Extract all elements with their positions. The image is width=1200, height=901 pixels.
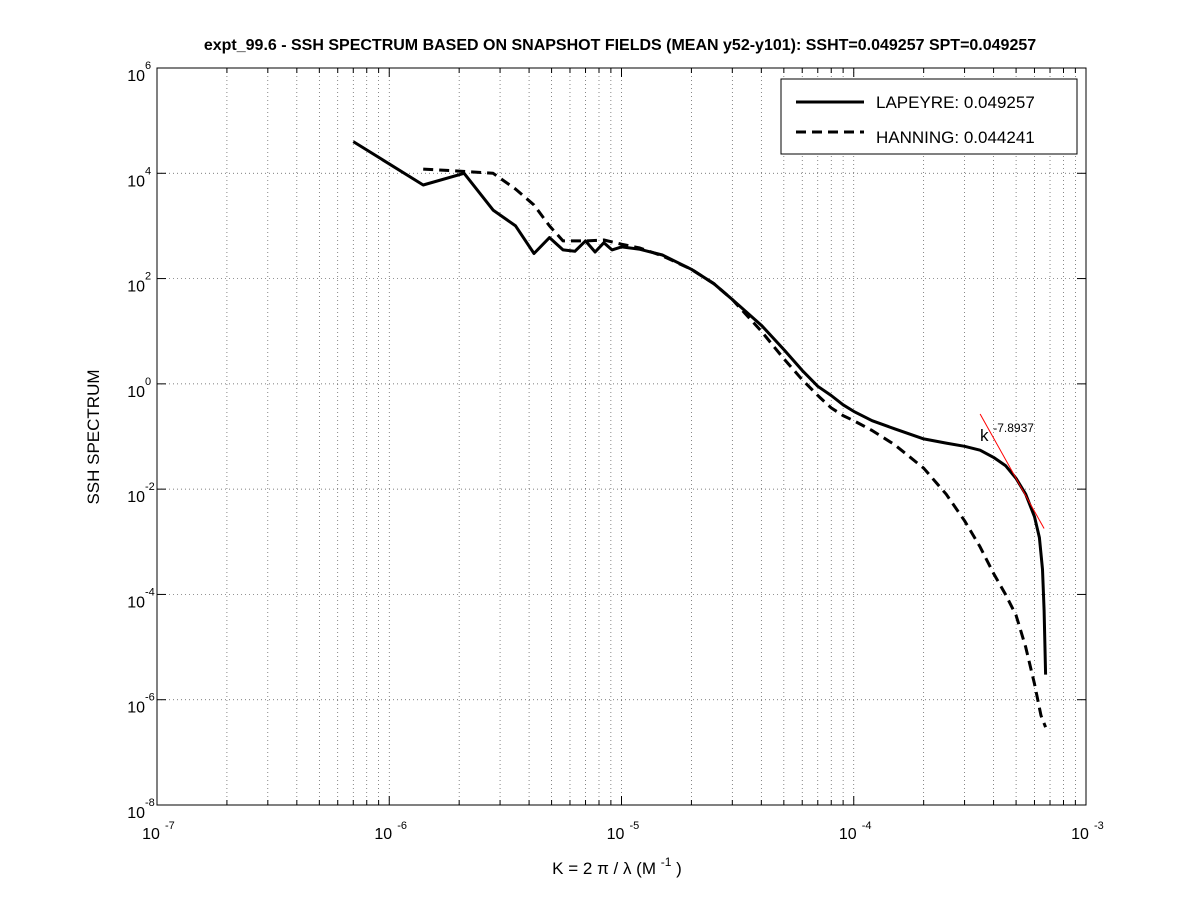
y-tick-label: 10 <box>127 489 145 506</box>
y-axis-label: SSH SPECTRUM <box>84 369 103 504</box>
x-axis-label-suffix: ) <box>676 859 682 878</box>
series-line-lapeyre <box>352 140 1048 675</box>
minor-ticks <box>226 68 1076 805</box>
y-tick-label-exponent: 6 <box>145 60 151 72</box>
y-tick-label-exponent: -8 <box>145 797 155 809</box>
x-axis-ticks: 10 -7 10 -6 10 -5 10 -4 10 -3 <box>142 68 1104 843</box>
fit-annotation-exponent: -7.8937 <box>993 421 1034 435</box>
x-tick-label-exponent: -3 <box>1094 820 1104 832</box>
y-tick-label: 10 <box>127 173 145 190</box>
x-tick-label: 10 <box>839 826 857 843</box>
y-tick-label-exponent: -4 <box>145 586 155 598</box>
y-tick-label: 10 <box>127 384 145 401</box>
series-layer <box>352 140 1048 728</box>
y-tick-label-exponent: -6 <box>145 692 155 704</box>
legend-box <box>780 78 1078 155</box>
y-tick-label-exponent: 0 <box>145 376 151 388</box>
x-tick-label: 10 <box>1071 826 1089 843</box>
x-tick-label: 10 <box>142 826 160 843</box>
fit-line-red <box>979 413 1045 529</box>
x-tick-label-exponent: -4 <box>862 820 872 832</box>
y-tick-label-exponent: 2 <box>145 271 151 283</box>
series-line-hanning <box>423 167 1047 728</box>
x-tick-label: 10 <box>374 826 392 843</box>
legend-label-hanning: HANNING: 0.044241 <box>876 128 1035 147</box>
x-tick-label: 10 <box>607 826 625 843</box>
fit-annotation: k -7.8937 <box>980 421 1034 445</box>
x-axis-label-exponent: -1 <box>661 855 672 869</box>
x-tick-label-exponent: -7 <box>165 820 175 832</box>
y-tick-label: 10 <box>127 594 145 611</box>
legend-label-lapeyre: LAPEYRE: 0.049257 <box>876 93 1035 112</box>
fit-line-layer <box>979 413 1045 529</box>
fit-annotation-base: k <box>980 426 989 445</box>
x-axis-label-prefix: K = 2 π / λ (M <box>552 859 656 878</box>
y-tick-label: 10 <box>127 805 145 822</box>
y-tick-label: 10 <box>127 700 145 717</box>
chart-title: expt_99.6 - SSH SPECTRUM BASED ON SNAPSH… <box>204 37 1036 54</box>
y-tick-label: 10 <box>127 68 145 85</box>
y-tick-label: 10 <box>127 279 145 296</box>
y-tick-label-exponent: 4 <box>145 165 151 177</box>
x-tick-label-exponent: -5 <box>630 820 640 832</box>
x-axis-label: K = 2 π / λ (M -1 ) <box>552 851 682 878</box>
x-tick-label-exponent: -6 <box>397 820 407 832</box>
grid-lines <box>156 67 1087 806</box>
y-tick-label-exponent: -2 <box>145 481 155 493</box>
legend: LAPEYRE: 0.049257 HANNING: 0.044241 <box>780 78 1078 155</box>
